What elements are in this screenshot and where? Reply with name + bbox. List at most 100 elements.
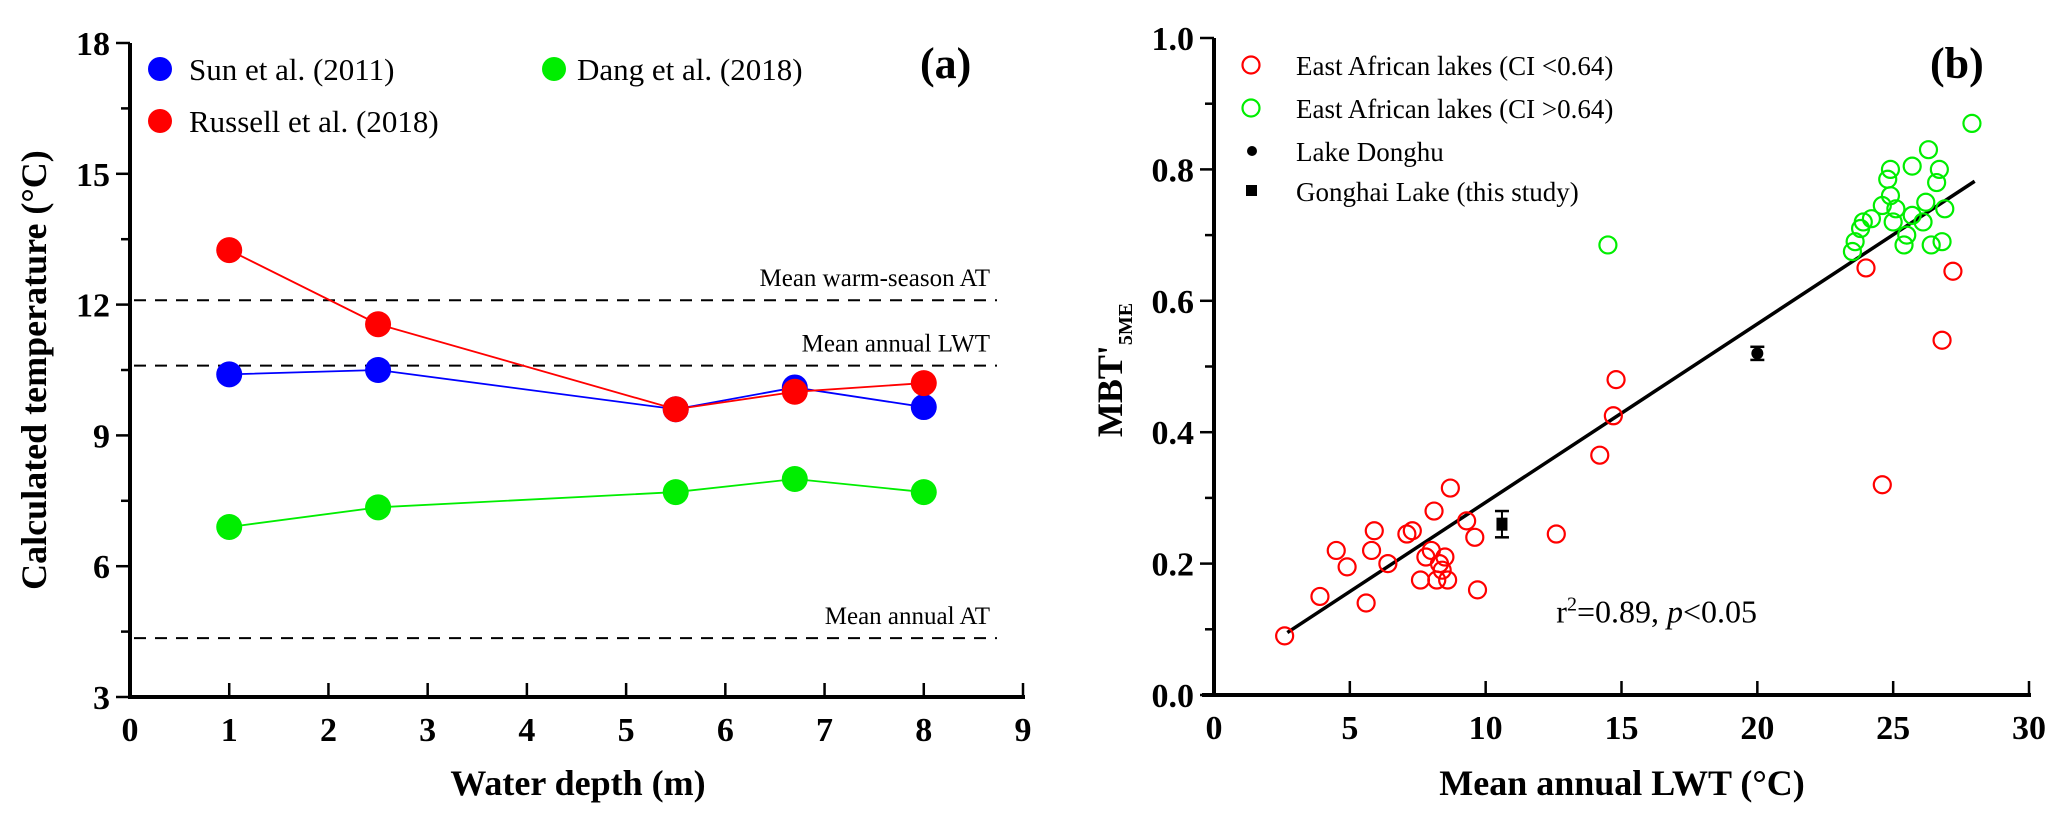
x-tick-label: 3 xyxy=(419,712,436,749)
regression-line-path xyxy=(1286,179,1976,635)
x-tick-label: 9 xyxy=(1015,712,1032,749)
data-point xyxy=(216,513,243,540)
y-tick-label: 3 xyxy=(93,680,110,717)
x-tick-label: 5 xyxy=(618,712,635,749)
regression-line xyxy=(1286,179,1976,635)
y-tick-label: 0.2 xyxy=(1152,547,1195,584)
x-tick-label: 2 xyxy=(320,712,337,749)
data-point xyxy=(1496,517,1508,531)
legend-label-ea-low: East African lakes (CI <0.64) xyxy=(1296,51,1613,81)
svg-text:MBT'5ME: MBT'5ME xyxy=(1090,303,1137,437)
data-point xyxy=(1886,199,1906,219)
data-point xyxy=(1918,140,1939,160)
panel-a: Mean warm-season AT Mean annual LWT Mean a… xyxy=(14,26,1032,803)
legend-marker-russell xyxy=(148,109,172,133)
annot-sup: 2 xyxy=(1567,594,1577,616)
data-point xyxy=(1432,560,1452,580)
y-tick-label: 0.6 xyxy=(1152,284,1195,321)
x-tick-label: 6 xyxy=(717,712,734,749)
x-tick-label: 4 xyxy=(518,712,535,749)
data-point xyxy=(1337,557,1357,577)
x-tick-label: 20 xyxy=(1740,710,1774,747)
data-point xyxy=(1932,232,1952,252)
legend-label-russell: Russell et al. (2018) xyxy=(189,104,439,139)
data-point xyxy=(1943,261,1963,281)
data-point xyxy=(1310,586,1330,607)
data-point xyxy=(1932,330,1952,350)
data-point xyxy=(1424,501,1444,521)
legend-marker-dang xyxy=(542,57,566,81)
y-tick-label: 12 xyxy=(76,288,110,325)
legend-marker-donghu xyxy=(1247,146,1257,156)
data-point xyxy=(910,370,937,397)
data-point xyxy=(1902,156,1922,176)
data-point xyxy=(910,479,937,506)
data-point xyxy=(216,361,243,388)
data-point xyxy=(1606,370,1626,390)
x-tick-label: 15 xyxy=(1605,710,1639,747)
series-1 xyxy=(216,237,937,423)
legend-marker-ea-high xyxy=(1241,98,1261,118)
data-point xyxy=(1880,186,1901,206)
data-point xyxy=(1935,199,1955,219)
data-point xyxy=(1402,521,1422,541)
annot-value: =0.89, xyxy=(1577,594,1667,630)
data-point xyxy=(910,394,937,421)
data-point xyxy=(1590,445,1610,465)
data-point xyxy=(1751,347,1764,360)
data-point xyxy=(781,378,808,405)
y-axis-title-main: MBT' xyxy=(1090,345,1130,437)
series-1 xyxy=(1598,113,1982,262)
annot-r: r xyxy=(1556,594,1567,630)
data-point xyxy=(1894,235,1914,255)
data-point xyxy=(1845,232,1865,252)
y-tick-label: 18 xyxy=(76,26,110,63)
x-tick-label: 1 xyxy=(221,712,238,749)
regression-annotation: r2=0.89, p<0.05 xyxy=(1556,594,1757,630)
reference-lines: Mean warm-season AT Mean annual LWT Mean a… xyxy=(134,265,997,640)
data-point xyxy=(1880,159,1901,179)
data-point xyxy=(1465,527,1485,547)
panel-label-b: (b) xyxy=(1930,39,1984,88)
y-tick-label: 0.8 xyxy=(1152,152,1195,189)
y-axis-title-sub: 5ME xyxy=(1115,303,1137,345)
data-point xyxy=(216,237,243,264)
legend-marker-sun xyxy=(148,57,172,81)
data-point xyxy=(1962,113,1982,134)
axes: 0 5 10 15 20 25 30 0.0 0.2 0.4 0.6 0.8 1.0 xyxy=(1152,21,2047,747)
data-point xyxy=(1902,205,1922,225)
data-point xyxy=(1440,478,1460,498)
series-group xyxy=(216,237,937,540)
reference-label: Mean warm-season AT xyxy=(760,265,991,292)
data-point xyxy=(1326,540,1346,561)
y-axis-title-b: MBT'5ME xyxy=(1090,303,1137,437)
legend-label-sun: Sun et al. (2011) xyxy=(189,52,394,87)
x-tick-label: 0 xyxy=(122,712,139,749)
series-0 xyxy=(1275,258,1963,646)
data-point xyxy=(1842,241,1863,262)
data-point xyxy=(365,494,392,521)
legend-label-donghu: Lake Donghu xyxy=(1296,137,1444,167)
data-point xyxy=(1927,172,1947,193)
data-point xyxy=(1883,212,1903,232)
x-tick-label: 7 xyxy=(816,712,833,749)
data-point xyxy=(1603,406,1623,426)
data-point xyxy=(1872,475,1892,495)
legend-a: Sun et al. (2011) Russell et al. (2018) … xyxy=(148,52,803,139)
data-point xyxy=(1378,553,1398,574)
panel-label-a: (a) xyxy=(920,39,971,88)
y-tick-label: 15 xyxy=(76,157,110,194)
data-point xyxy=(1275,626,1295,646)
series-group xyxy=(1275,113,1982,646)
series-2 xyxy=(216,466,937,540)
reference-label: Mean annual LWT xyxy=(802,331,990,358)
data-point xyxy=(781,466,808,492)
data-point xyxy=(1853,212,1873,232)
data-point xyxy=(1916,192,1936,212)
series-2 xyxy=(1750,345,1765,362)
data-point xyxy=(662,479,689,506)
legend-label-dang: Dang et al. (2018) xyxy=(577,52,803,87)
legend-marker-gonghai xyxy=(1246,185,1257,196)
y-axis-title-a: Calculated temperature (°C) xyxy=(14,150,54,590)
x-tick-label: 10 xyxy=(1469,710,1503,747)
